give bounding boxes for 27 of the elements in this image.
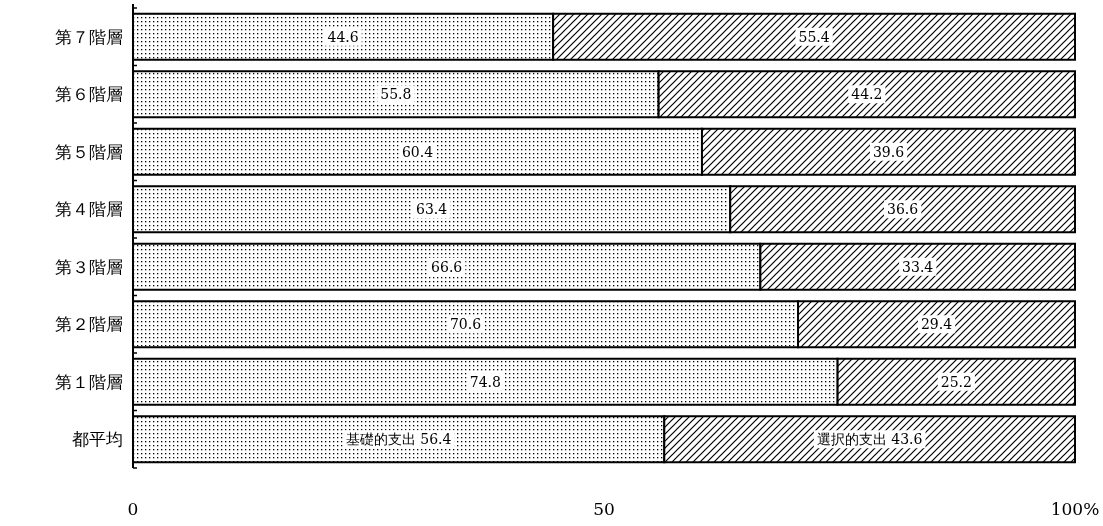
data-label: 63.4 — [416, 201, 448, 218]
data-label: 70.6 — [449, 316, 482, 333]
data-label: 55.4 — [798, 28, 830, 45]
data-label: 36.6 — [887, 201, 919, 218]
y-tick-label: 第５階層 — [55, 141, 123, 162]
y-tick-label: 第７階層 — [55, 26, 123, 47]
data-label: 74.8 — [469, 373, 501, 390]
x-tick-label: 100% — [1050, 499, 1100, 519]
y-tick-label: 第６階層 — [55, 84, 123, 105]
data-label: 44.2 — [851, 86, 883, 103]
x-tick-label: 0 — [127, 499, 139, 519]
data-label: 選択的支出 43.6 — [816, 431, 923, 448]
data-label: 29.4 — [920, 316, 953, 333]
data-label: 33.4 — [902, 258, 934, 275]
x-tick-label: 50 — [593, 499, 615, 519]
data-label: 66.6 — [431, 258, 463, 275]
y-tick-label: 都平均 — [72, 429, 123, 450]
data-label: 55.8 — [380, 86, 412, 103]
data-label: 44.6 — [327, 28, 359, 45]
y-tick-label: 第１階層 — [55, 371, 123, 392]
y-tick-label: 第２階層 — [55, 314, 123, 335]
data-label: 60.4 — [401, 143, 434, 160]
y-tick-label: 第４階層 — [55, 199, 123, 220]
data-label: 25.2 — [940, 373, 972, 390]
data-label: 39.6 — [872, 143, 905, 160]
data-label: 基礎的支出 56.4 — [345, 431, 452, 448]
y-tick-label: 第３階層 — [55, 256, 123, 277]
